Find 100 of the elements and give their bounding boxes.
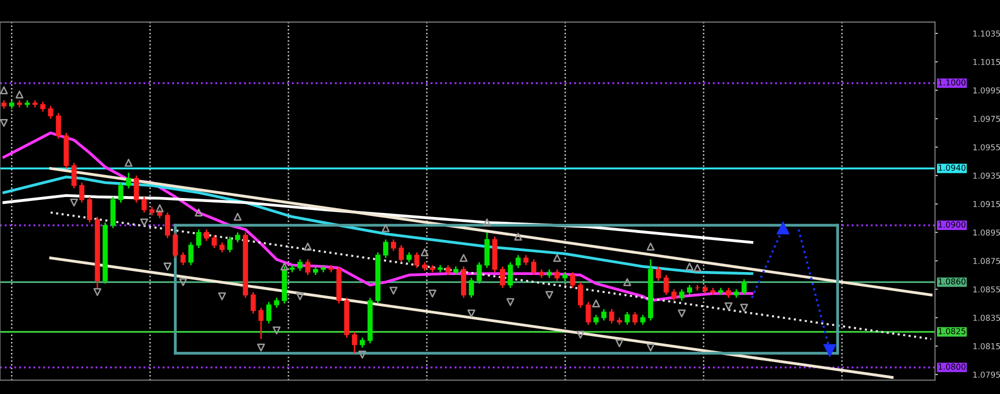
point bbox=[460, 254, 468, 262]
candlestick bbox=[40, 100, 46, 112]
point bbox=[576, 330, 584, 339]
ref-line-label: 1.0900 bbox=[938, 222, 966, 228]
candlestick bbox=[398, 244, 404, 263]
point bbox=[678, 309, 686, 318]
candlestick bbox=[516, 254, 521, 269]
candlestick bbox=[266, 301, 272, 324]
candlestick bbox=[383, 238, 388, 259]
point bbox=[483, 218, 491, 226]
y-tick-label: 1.0955 bbox=[973, 144, 1000, 150]
point bbox=[179, 278, 188, 286]
candlestick bbox=[258, 307, 264, 340]
y-tick-label: 1.0815 bbox=[973, 343, 1000, 350]
candlestick bbox=[71, 162, 77, 190]
candlestick bbox=[664, 274, 669, 296]
candlestick bbox=[250, 291, 256, 314]
point bbox=[124, 158, 133, 167]
y-tick-label: 1.0935 bbox=[973, 172, 1000, 179]
candlestick bbox=[79, 182, 84, 204]
candlestick bbox=[687, 284, 692, 296]
point bbox=[824, 344, 836, 357]
candlestick bbox=[180, 252, 186, 266]
point bbox=[776, 222, 790, 234]
point bbox=[545, 290, 554, 299]
ref-line-label: 1.0825 bbox=[938, 328, 966, 334]
y-tick-label: 1.0915 bbox=[973, 201, 1000, 208]
candlestick bbox=[414, 252, 420, 269]
candlestick bbox=[609, 308, 614, 324]
candlestick bbox=[632, 311, 638, 326]
candlestick bbox=[118, 182, 124, 204]
ref-line-label: 1.0940 bbox=[938, 164, 966, 171]
point bbox=[390, 286, 398, 295]
candlestick bbox=[523, 254, 528, 266]
candlestick bbox=[227, 236, 232, 253]
candlestick bbox=[235, 232, 240, 244]
candlestick bbox=[570, 272, 576, 289]
candlestick bbox=[554, 268, 560, 282]
point bbox=[0, 119, 8, 127]
candlestick bbox=[742, 278, 747, 296]
point bbox=[16, 90, 24, 98]
candlestick bbox=[274, 297, 280, 308]
point bbox=[724, 302, 732, 310]
candlestick bbox=[406, 252, 412, 263]
candlestick bbox=[142, 196, 147, 214]
candlestick bbox=[305, 258, 310, 276]
point bbox=[506, 298, 514, 306]
point bbox=[93, 288, 102, 296]
point bbox=[257, 344, 265, 352]
candlestick bbox=[87, 196, 92, 224]
point bbox=[646, 242, 655, 251]
candlestick bbox=[212, 234, 217, 249]
candlestick bbox=[360, 336, 365, 348]
point bbox=[646, 344, 655, 352]
candlestick bbox=[531, 258, 536, 276]
y-tick-label: 1.0975 bbox=[973, 116, 1000, 122]
candlestick bbox=[390, 238, 396, 252]
point bbox=[272, 326, 281, 334]
candlestick bbox=[586, 301, 591, 326]
ref-line-label: 1.0860 bbox=[938, 278, 966, 284]
candlestick bbox=[476, 262, 482, 284]
point bbox=[514, 232, 522, 241]
candlestick bbox=[726, 287, 732, 298]
candlestick bbox=[671, 288, 677, 302]
y-tick-label: 1.1015 bbox=[973, 58, 1000, 66]
candlestick bbox=[508, 262, 513, 289]
line-series bbox=[2, 176, 754, 276]
point bbox=[592, 300, 600, 308]
y-tick-label: 1.0835 bbox=[973, 314, 1000, 321]
point bbox=[740, 304, 748, 312]
point bbox=[693, 264, 702, 272]
y-tick-label: 1.0855 bbox=[973, 286, 1000, 292]
candlestick bbox=[126, 172, 132, 190]
candlestick bbox=[134, 174, 139, 204]
candlestick bbox=[640, 314, 646, 326]
candlestick bbox=[578, 281, 584, 308]
candlestick bbox=[204, 228, 210, 242]
point bbox=[553, 254, 562, 262]
y-tick-label: 1.0995 bbox=[973, 87, 1000, 94]
candlestick bbox=[601, 308, 606, 322]
candlestick bbox=[172, 232, 178, 259]
candlestick bbox=[297, 258, 303, 272]
candlestick bbox=[445, 264, 451, 276]
point bbox=[234, 212, 242, 221]
candlestick bbox=[468, 277, 474, 298]
point bbox=[358, 350, 366, 359]
candlestick bbox=[56, 112, 61, 140]
point bbox=[686, 262, 694, 270]
candlestick bbox=[656, 266, 661, 282]
point bbox=[194, 208, 203, 216]
point bbox=[420, 248, 429, 256]
candlestick bbox=[188, 242, 194, 266]
candlestick bbox=[196, 228, 202, 249]
point bbox=[304, 242, 312, 251]
point bbox=[280, 262, 288, 270]
y-tick-label: 1.1035 bbox=[973, 30, 1000, 37]
point bbox=[70, 198, 78, 207]
point bbox=[218, 292, 226, 300]
candlestick bbox=[48, 105, 54, 120]
y-tick-label: 1.0895 bbox=[973, 229, 1000, 236]
